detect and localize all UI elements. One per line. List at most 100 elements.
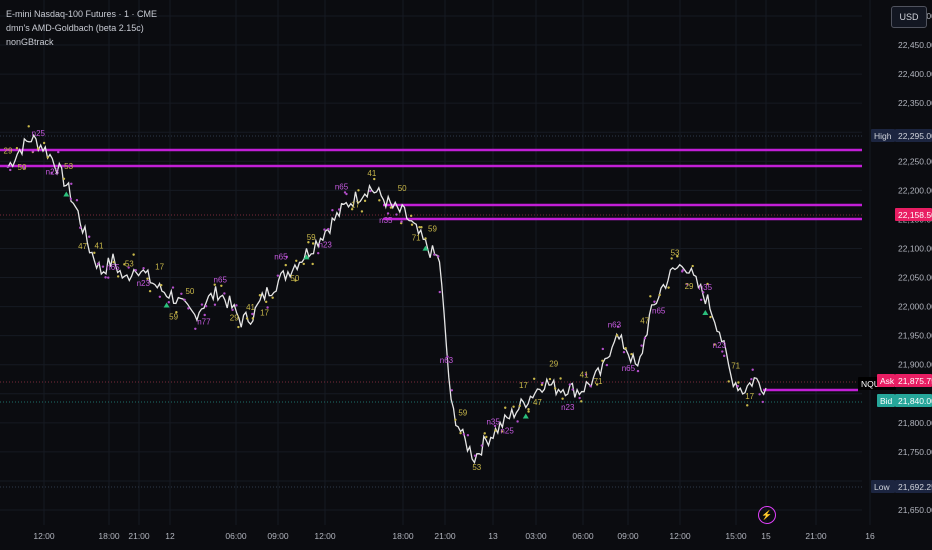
signal-dot (750, 378, 753, 381)
signal-dot (323, 228, 326, 231)
triangle-marker (63, 191, 70, 197)
signal-dot (681, 269, 684, 272)
pattern-label: 59 (307, 233, 316, 242)
indicator-nongbtrack[interactable]: nonGBtrack (6, 37, 54, 47)
signal-dot (378, 199, 381, 202)
signal-dot (343, 191, 347, 194)
signal-dot (466, 434, 470, 437)
signal-dot (494, 429, 497, 432)
signal-dot (636, 369, 640, 373)
signal-dot (132, 253, 135, 256)
signal-dot (722, 354, 726, 358)
pattern-label: n23 (561, 403, 575, 412)
signal-dot (568, 383, 571, 386)
low-label: Low (874, 482, 890, 492)
triangle-marker (303, 254, 310, 260)
pattern-label: n23 (319, 240, 333, 249)
signal-dot (553, 387, 557, 390)
signal-dot (438, 290, 441, 294)
time-tick-label: 12:00 (33, 531, 55, 541)
time-tick-label: 18:00 (392, 531, 414, 541)
time-tick-label: 06:00 (572, 531, 594, 541)
signal-dot (258, 294, 262, 297)
pattern-label: 47 (640, 317, 649, 326)
price-tick-label: 22,400.00 (898, 69, 932, 79)
pattern-label: 41 (367, 169, 376, 178)
pattern-label: 50 (290, 274, 299, 283)
price-tick-label: 22,000.00 (898, 302, 932, 312)
pattern-label: 53 (472, 463, 481, 472)
signal-dot (595, 383, 599, 386)
signal-dot (670, 257, 673, 260)
pattern-label: n63 (608, 321, 622, 330)
pattern-label: n35 (379, 216, 393, 225)
signal-dot (213, 283, 216, 286)
signal-dot (373, 177, 376, 181)
price-tick-label: 22,050.00 (898, 273, 932, 283)
signal-dot (709, 315, 712, 319)
signal-dot (758, 393, 761, 396)
price-tick-label: 22,250.00 (898, 156, 932, 166)
signal-dot (395, 213, 398, 216)
signal-dot (302, 262, 305, 266)
signal-dot (653, 300, 656, 303)
currency-button[interactable]: USD (891, 6, 927, 28)
pattern-label: 41 (580, 371, 589, 380)
signal-dot (107, 276, 110, 279)
signal-dot (251, 312, 254, 316)
symbol-title[interactable]: E-mini Nasdaq-100 Futures · 1 · CME (6, 9, 158, 19)
pattern-label: 53 (64, 162, 73, 171)
signal-dot (88, 235, 91, 238)
pattern-label: n65 (622, 364, 636, 373)
signal-dot (616, 325, 620, 328)
low-value-bg (895, 480, 932, 493)
time-tick-label: 16 (865, 531, 875, 541)
signal-dot (640, 344, 643, 347)
signal-dot (271, 296, 274, 299)
triangle-marker (702, 310, 709, 316)
pattern-label: 17 (351, 201, 360, 210)
signal-dot (363, 199, 367, 203)
signal-dot (605, 363, 609, 367)
signal-dot (437, 255, 440, 258)
signal-dot (307, 241, 310, 244)
pattern-label: n63 (440, 356, 454, 365)
signal-dot (350, 208, 354, 211)
signal-dot (231, 308, 234, 312)
time-tick-label: 21:00 (128, 531, 150, 541)
signal-dot (667, 286, 670, 289)
signal-dot (450, 389, 454, 392)
signal-dot (237, 325, 240, 329)
signal-dot (369, 189, 372, 193)
signal-dot (357, 189, 360, 192)
price-tick-label: 21,750.00 (898, 447, 932, 457)
pattern-label: 53 (125, 260, 134, 269)
signal-dot (46, 156, 50, 159)
time-axis: 12:00 18:00 21:00 12 06:00 09:00 12:00 18:00 21:… (33, 531, 875, 541)
signal-dot (420, 225, 423, 229)
price-tick-label: 22,450.00 (898, 40, 932, 50)
price-tick-label: 21,900.00 (898, 360, 932, 370)
signal-dot (203, 313, 206, 317)
signal-dot (220, 284, 223, 287)
signal-dot (57, 150, 60, 154)
time-tick-label: 12:00 (314, 531, 336, 541)
pattern-label: 47 (533, 398, 542, 407)
triangle-marker (522, 413, 529, 419)
price-tick-label: 22,350.00 (898, 98, 932, 108)
pattern-label: 29 (4, 146, 13, 155)
signal-dot (36, 147, 40, 150)
signal-dot (424, 237, 427, 240)
pattern-label: 50 (185, 287, 194, 296)
pattern-label: 47 (78, 242, 87, 251)
signal-dot (146, 277, 149, 280)
signal-dot (571, 388, 574, 391)
lightning-icon[interactable]: ⚡ (758, 506, 776, 524)
time-tick-label: 15 (761, 531, 771, 541)
indicator-amd-goldbach[interactable]: dmn's AMD-Goldbach (beta 2.15c) (6, 23, 144, 33)
signal-dot (31, 150, 35, 153)
price-series (6, 125, 767, 465)
signal-dot (264, 300, 268, 304)
signal-dot (737, 381, 740, 384)
